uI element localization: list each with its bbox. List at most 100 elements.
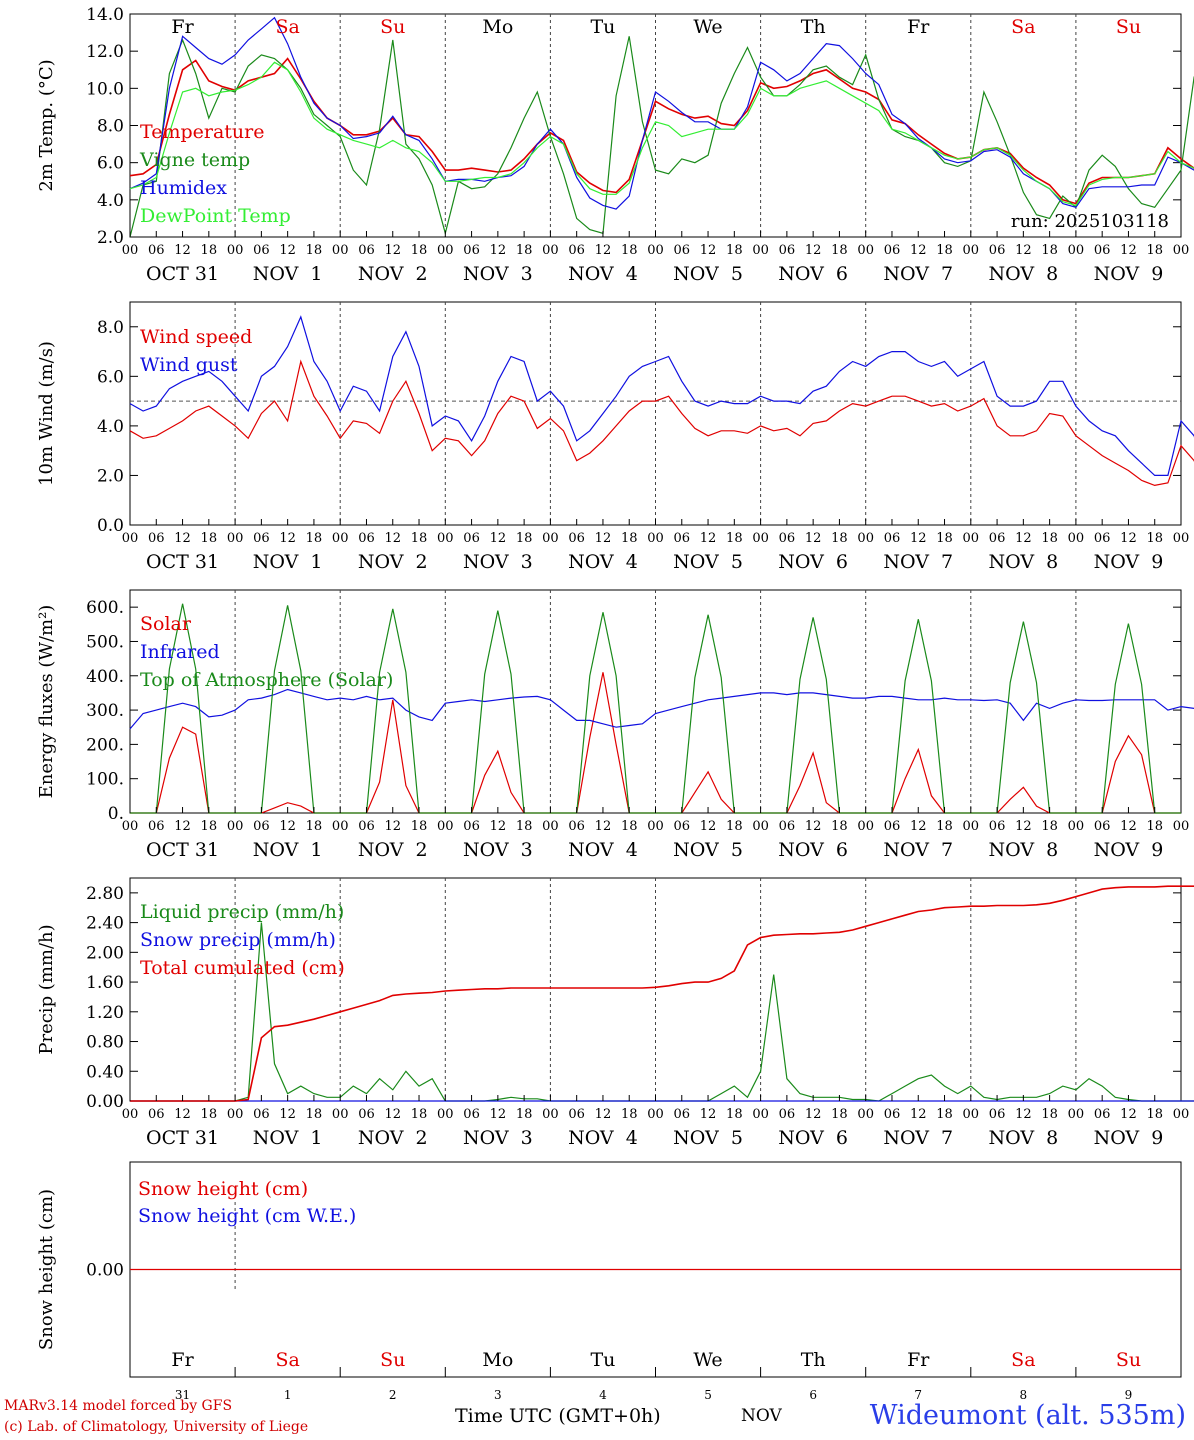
hour-tick-label: 06 <box>674 1107 691 1122</box>
series-line-top-of-atmosphere-solar- <box>130 603 1181 814</box>
day-name: Sa <box>1011 1349 1035 1371</box>
hour-tick-label: 00 <box>963 819 980 834</box>
hour-tick-label: 12 <box>384 531 401 546</box>
hour-tick-label: 00 <box>227 1107 244 1122</box>
date-label: OCT 31 <box>146 263 219 285</box>
date-label: NOV 5 <box>673 263 743 285</box>
date-label: NOV 5 <box>673 1127 743 1149</box>
hour-tick-label: 00 <box>1173 819 1190 834</box>
hour-tick-label: 00 <box>857 531 874 546</box>
hour-tick-label: 18 <box>516 1107 533 1122</box>
day-number: 4 <box>599 1388 607 1402</box>
hour-tick-label: 06 <box>463 531 480 546</box>
hour-tick-label: 18 <box>621 243 638 258</box>
series-line-humidex <box>129 16 1194 210</box>
day-name: Mo <box>482 1349 513 1371</box>
hour-tick-label: 00 <box>122 243 139 258</box>
hour-tick-label: 00 <box>332 1107 349 1122</box>
y-tick-label: 0.00 <box>86 1092 124 1112</box>
hour-tick-label: 18 <box>831 1107 848 1122</box>
day-name: Th <box>801 1349 826 1371</box>
hour-tick-label: 06 <box>989 819 1006 834</box>
date-label: NOV 9 <box>1094 1127 1164 1149</box>
series-line-dewpoint-temp <box>129 61 1194 207</box>
hour-tick-label: 06 <box>1094 1107 1111 1122</box>
legend-entry: Total cumulated (cm) <box>140 957 345 979</box>
series-line-infrared <box>129 688 1194 730</box>
hour-tick-label: 12 <box>1015 819 1032 834</box>
hour-tick-label: 06 <box>674 531 691 546</box>
y-axis-label: Precip (mm/h) <box>36 924 57 1054</box>
y-tick-label: 8.0 <box>97 318 124 338</box>
y-tick-label: 4.0 <box>97 191 124 211</box>
hour-tick-label: 18 <box>1041 531 1058 546</box>
hour-tick-label: 12 <box>279 1107 296 1122</box>
hour-tick-label: 06 <box>358 819 375 834</box>
hour-tick-label: 00 <box>1068 1107 1085 1122</box>
hour-tick-label: 12 <box>595 243 612 258</box>
hour-tick-label: 00 <box>963 531 980 546</box>
hour-tick-label: 00 <box>437 531 454 546</box>
hour-tick-label: 00 <box>332 243 349 258</box>
hour-tick-label: 12 <box>1120 243 1137 258</box>
date-label: NOV 7 <box>883 551 953 573</box>
y-tick-label: 2.80 <box>86 884 124 904</box>
legend-entry: Humidex <box>140 177 227 199</box>
hour-tick-label: 00 <box>647 243 664 258</box>
hour-tick-label: 00 <box>1173 531 1190 546</box>
date-label: NOV 5 <box>673 551 743 573</box>
date-label: NOV 9 <box>1094 551 1164 573</box>
hour-tick-label: 12 <box>1120 531 1137 546</box>
hour-tick-label: 18 <box>621 1107 638 1122</box>
hour-tick-label: 12 <box>490 243 507 258</box>
hour-tick-label: 18 <box>831 819 848 834</box>
hour-tick-label: 12 <box>595 531 612 546</box>
y-tick-label: 0.40 <box>86 1062 124 1082</box>
y-tick-label: 2.0 <box>97 228 124 248</box>
hour-tick-label: 12 <box>1120 1107 1137 1122</box>
lab-credit: (c) Lab. of Climatology, University of L… <box>4 1419 309 1435</box>
hour-tick-label: 00 <box>752 819 769 834</box>
hour-tick-label: 06 <box>884 243 901 258</box>
hour-tick-label: 00 <box>963 243 980 258</box>
hour-tick-label: 12 <box>910 819 927 834</box>
hour-tick-label: 12 <box>595 1107 612 1122</box>
hour-tick-label: 12 <box>174 531 191 546</box>
y-tick-label: 0. <box>108 804 124 824</box>
hour-tick-label: 06 <box>358 531 375 546</box>
hour-tick-label: 18 <box>831 243 848 258</box>
hour-tick-label: 18 <box>621 819 638 834</box>
hour-tick-label: 06 <box>148 819 165 834</box>
hour-tick-label: 00 <box>752 1107 769 1122</box>
hour-tick-label: 18 <box>1041 1107 1058 1122</box>
hour-tick-label: 18 <box>306 1107 323 1122</box>
y-tick-label: 0.00 <box>86 1261 124 1281</box>
y-tick-label: 12.0 <box>86 42 124 62</box>
series-line-wind-gust <box>129 315 1194 476</box>
hour-tick-label: 06 <box>568 531 585 546</box>
hour-tick-label: 00 <box>227 243 244 258</box>
hour-tick-label: 18 <box>936 531 953 546</box>
hour-tick-label: 18 <box>306 819 323 834</box>
day-name: Th <box>801 16 826 38</box>
y-axis-label: Energy fluxes (W/m²) <box>36 605 57 799</box>
hour-tick-label: 18 <box>1146 819 1163 834</box>
hour-tick-label: 12 <box>805 1107 822 1122</box>
hour-tick-label: 18 <box>726 243 743 258</box>
series-line-temperature <box>129 57 1194 205</box>
hour-tick-label: 18 <box>411 243 428 258</box>
y-tick-label: 200. <box>86 735 124 755</box>
hour-tick-label: 00 <box>647 531 664 546</box>
day-number: 1 <box>284 1388 292 1402</box>
hour-tick-label: 18 <box>411 531 428 546</box>
hour-tick-label: 18 <box>936 1107 953 1122</box>
hour-tick-label: 00 <box>542 243 559 258</box>
hour-tick-label: 06 <box>989 1107 1006 1122</box>
y-tick-label: 500. <box>86 632 124 652</box>
date-label: NOV 7 <box>883 263 953 285</box>
hour-tick-label: 06 <box>884 819 901 834</box>
legend-entry: Infrared <box>140 641 220 663</box>
panel-snow-height: 0.00 Snow height (cm) Snow height (cm) Snow… <box>36 1161 1182 1402</box>
hour-tick-label: 18 <box>1041 243 1058 258</box>
plot-frame <box>129 13 1182 238</box>
